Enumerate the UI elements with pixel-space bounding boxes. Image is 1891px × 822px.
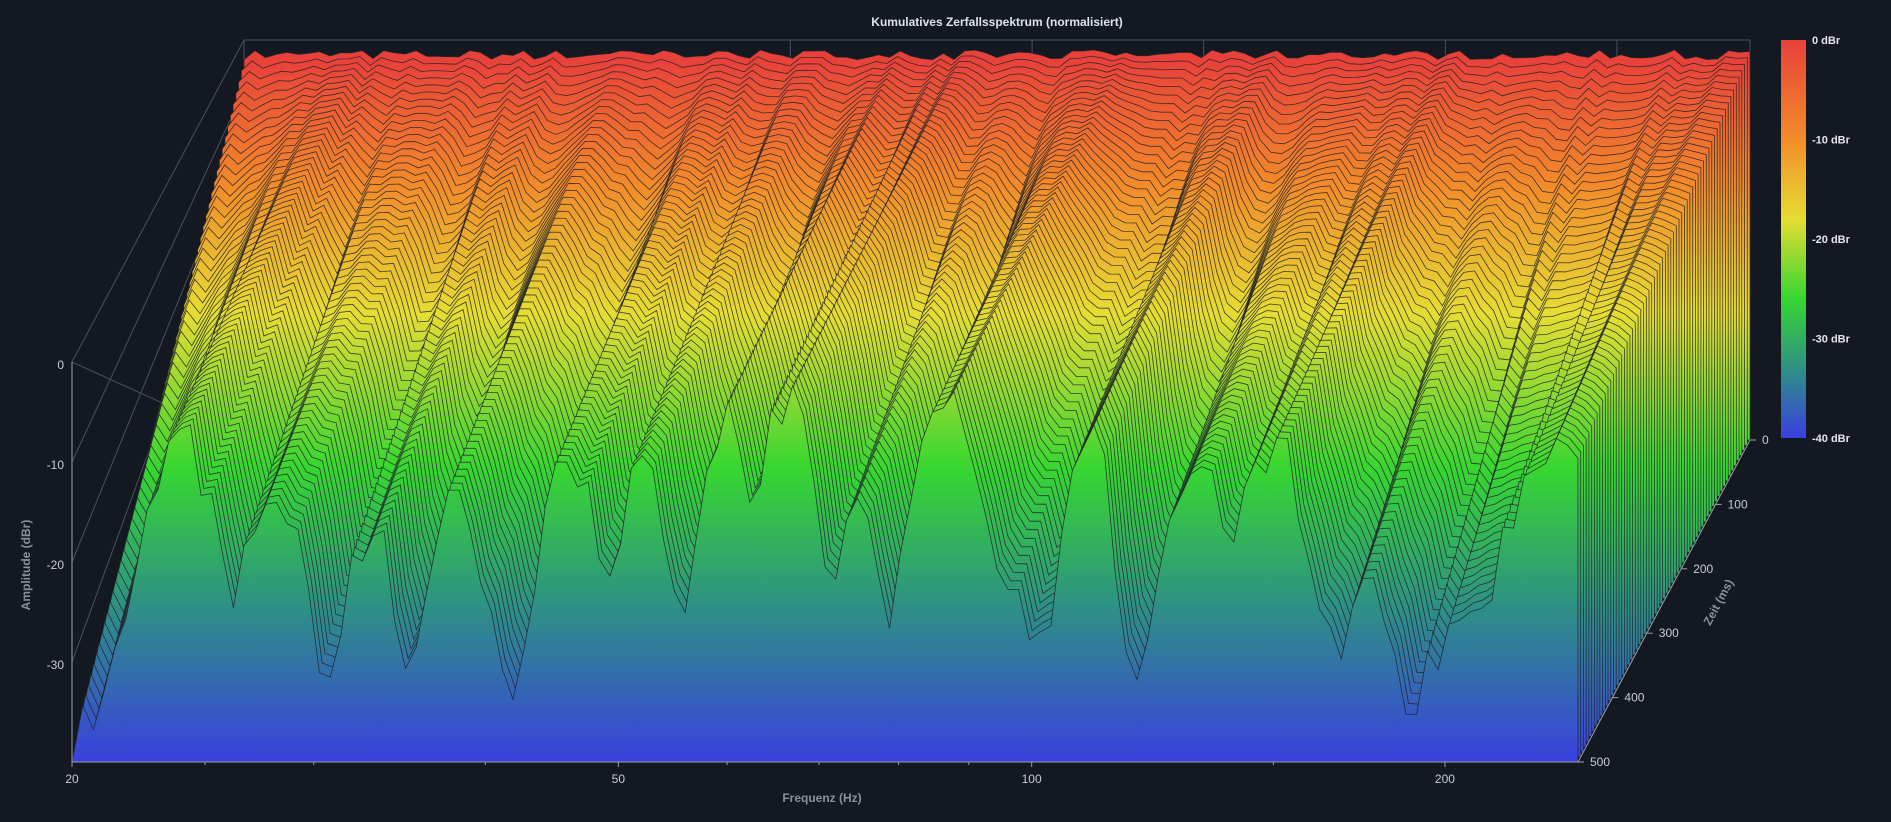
y-tick-label: -10 <box>47 458 65 472</box>
y-tick-label: 0 <box>57 358 64 372</box>
chart-title: Kumulatives Zerfallsspektrum (normalisie… <box>871 15 1122 29</box>
z-tick-label: 100 <box>1728 497 1748 511</box>
colorbar-label: -10 dBr <box>1812 135 1851 147</box>
x-tick-label: 200 <box>1435 772 1455 786</box>
grid-line <box>71 39 245 363</box>
z-tick-label: 0 <box>1762 433 1769 447</box>
colorbar-label: -30 dBr <box>1812 334 1851 346</box>
colorbar-label: -20 dBr <box>1812 234 1851 246</box>
colorbar: 0 dBr -10 dBr -20 dBr -30 dBr -40 dBr <box>1781 35 1851 445</box>
decay-slice <box>71 384 1579 763</box>
z-tick-label: 500 <box>1590 755 1610 769</box>
colorbar-label: -40 dBr <box>1812 433 1851 445</box>
y-tick-label: -20 <box>47 558 65 572</box>
colorbar-scale <box>1781 40 1806 438</box>
z-tick-label: 400 <box>1624 691 1644 705</box>
x-axis-label: Frequenz (Hz) <box>782 791 861 805</box>
y-tick-label: -30 <box>47 658 65 672</box>
x-tick-label: 50 <box>612 772 626 786</box>
axes: 20 50 100 200 0 -10 -20 -30 0 100 200 300 400 500 <box>47 358 1769 786</box>
z-axis-line <box>1577 439 1751 763</box>
y-axis-label: Amplitude (dBr) <box>19 520 33 611</box>
x-tick-label: 100 <box>1022 772 1042 786</box>
z-axis-label: Zeit (ms) <box>1701 577 1737 628</box>
colorbar-label: 0 dBr <box>1812 35 1841 47</box>
z-tick-label: 200 <box>1693 562 1713 576</box>
x-tick-label: 20 <box>65 772 79 786</box>
grid-line <box>71 89 245 463</box>
decay-slices <box>71 49 1751 763</box>
z-tick-label: 300 <box>1659 626 1679 640</box>
